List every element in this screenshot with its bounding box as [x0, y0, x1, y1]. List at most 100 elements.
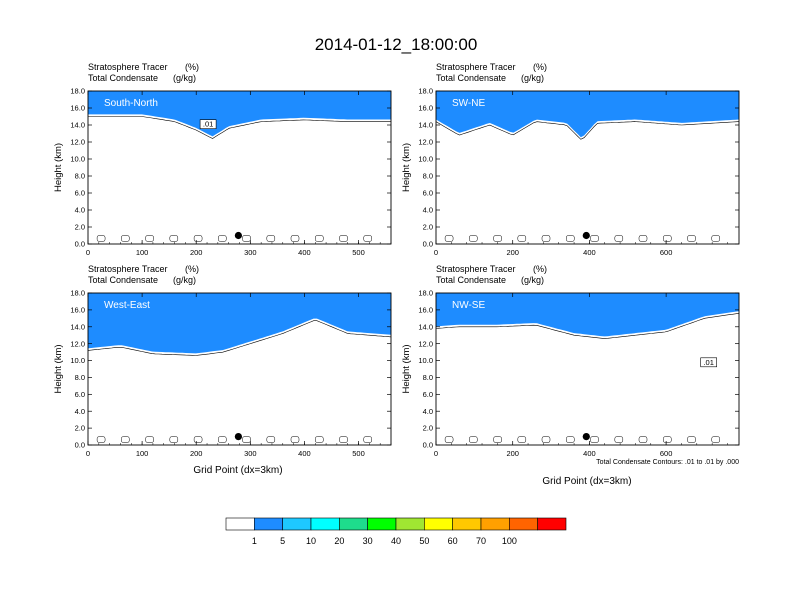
y-tick-label: 16.0 — [70, 305, 85, 314]
low-contour-8 — [638, 235, 648, 242]
panels: South-North .01 0 100 200 300 400 500 0.0 2.0 4.0 6… — [53, 62, 740, 458]
x-tick-label: 0 — [434, 449, 438, 458]
colorbar-swatch-8 — [452, 517, 482, 531]
y-axis-label: Height (km) — [401, 143, 412, 192]
y-axis-label: Height (km) — [401, 344, 412, 393]
low-contour-7 — [266, 235, 276, 242]
x-tick-label: 400 — [298, 248, 311, 257]
low-contour-9 — [315, 235, 324, 242]
colorbar-swatch-10 — [509, 517, 538, 531]
low-contour-5 — [566, 235, 575, 242]
left-title-1: Stratosphere Tracer — [88, 264, 168, 274]
x-tick-label: 400 — [583, 248, 596, 257]
colorbar-swatch-4 — [339, 517, 368, 531]
tracer-band-8 — [436, 293, 739, 337]
x-tick-label: 400 — [583, 449, 596, 458]
x-tick-label: 600 — [660, 449, 673, 458]
y-tick-label: 14.0 — [418, 322, 433, 331]
low-contour-10 — [339, 235, 348, 242]
y-tick-label: 10.0 — [70, 356, 85, 365]
low-contour-5 — [566, 436, 575, 443]
x-axis-label-right: Grid Point (dx=3km) — [542, 476, 631, 487]
y-tick-label: 2.0 — [423, 424, 433, 433]
low-contour-0 — [444, 436, 454, 443]
y-tick-label: 12.0 — [418, 138, 433, 147]
condensate-contour — [88, 116, 391, 139]
low-contour-1 — [121, 235, 130, 242]
colorbar-label-1: 5 — [280, 536, 285, 546]
colorbar-label-4: 30 — [363, 536, 373, 546]
y-axis-label: Height (km) — [53, 143, 64, 192]
condensate-contour — [436, 121, 739, 140]
low-contour-6 — [242, 436, 251, 443]
low-contour-1 — [469, 235, 478, 242]
panel-1: SW-NE 0 200 400 600 0.0 2.0 4.0 6.0 8.0 10.0 12.0 14… — [401, 62, 740, 257]
low-contour-10 — [339, 436, 348, 443]
contour-label-box — [700, 357, 718, 368]
y-tick-label: 2.0 — [423, 223, 433, 232]
location-marker — [582, 433, 590, 441]
low-contour-8 — [290, 436, 300, 443]
colorbar-swatch-11 — [537, 517, 567, 531]
y-tick-label: 10.0 — [418, 356, 433, 365]
x-tick-label: 600 — [660, 248, 673, 257]
colorbar-label-9: 100 — [502, 536, 517, 546]
y-tick-label: 2.0 — [75, 223, 85, 232]
y-tick-label: 10.0 — [70, 155, 85, 164]
x-tick-label: 0 — [434, 248, 438, 257]
y-tick-label: 12.0 — [70, 138, 85, 147]
panel-name: SW-NE — [452, 98, 485, 109]
y-tick-label: 4.0 — [75, 407, 85, 416]
contour-note: Total Condensate Contours: .01 to .01 by… — [596, 459, 739, 466]
low-contour-3 — [169, 235, 179, 242]
panel-name: West-East — [104, 300, 150, 311]
colorbar-swatch-6 — [395, 517, 425, 531]
low-contour-7 — [614, 235, 624, 242]
left-unit-1: (%) — [185, 264, 199, 274]
tracer-fill — [436, 91, 739, 138]
low-contour-2 — [145, 436, 154, 443]
y-tick-label: 12.0 — [418, 339, 433, 348]
y-tick-label: 16.0 — [418, 305, 433, 314]
left-unit-1: (%) — [533, 264, 547, 274]
y-tick-label: 18.0 — [418, 289, 433, 298]
left-title-2: Total Condensate — [436, 275, 506, 285]
colorbar-swatch-3 — [310, 517, 340, 531]
y-tick-label: 6.0 — [423, 189, 433, 198]
y-tick-label: 8.0 — [423, 373, 433, 382]
left-unit-2: (g/kg) — [173, 275, 196, 285]
x-tick-label: 400 — [298, 449, 311, 458]
x-tick-label: 200 — [190, 248, 203, 257]
x-axis-label-left: Grid Point (dx=3km) — [193, 465, 282, 476]
y-tick-label: 18.0 — [70, 87, 85, 96]
colorbar-swatch-7 — [424, 517, 453, 531]
panel-name: NW-SE — [452, 300, 485, 311]
contour-label: .01 — [203, 120, 213, 129]
left-unit-2: (g/kg) — [521, 275, 544, 285]
low-contour-8 — [638, 436, 648, 443]
colorbar-swatch-1 — [254, 517, 283, 531]
low-contour-4 — [193, 235, 203, 242]
y-tick-label: 16.0 — [70, 104, 85, 113]
tracer-fill — [88, 293, 391, 354]
low-level-contours — [444, 235, 720, 242]
y-tick-label: 16.0 — [418, 104, 433, 113]
x-tick-label: 200 — [506, 248, 519, 257]
x-tick-label: 200 — [190, 449, 203, 458]
y-tick-label: 14.0 — [418, 121, 433, 130]
low-contour-3 — [517, 436, 527, 443]
colorbar-swatch-9 — [480, 517, 510, 531]
y-tick-label: 14.0 — [70, 322, 85, 331]
y-tick-label: 0.0 — [75, 240, 85, 249]
left-title-1: Stratosphere Tracer — [436, 264, 516, 274]
y-tick-label: 0.0 — [423, 441, 433, 450]
low-contour-2 — [493, 436, 502, 443]
colorbar-label-7: 60 — [448, 536, 458, 546]
low-contour-4 — [541, 436, 551, 443]
x-tick-label: 0 — [86, 449, 90, 458]
y-tick-label: 4.0 — [423, 407, 433, 416]
left-title-1: Stratosphere Tracer — [436, 62, 516, 72]
low-contour-0 — [96, 235, 106, 242]
y-tick-label: 6.0 — [75, 189, 85, 198]
low-contour-6 — [590, 436, 599, 443]
